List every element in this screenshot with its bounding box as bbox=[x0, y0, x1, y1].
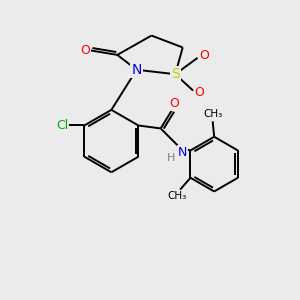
Text: O: O bbox=[195, 85, 205, 98]
Text: CH₃: CH₃ bbox=[167, 191, 187, 201]
Text: CH₃: CH₃ bbox=[203, 109, 222, 119]
Text: S: S bbox=[171, 67, 180, 81]
Text: Cl: Cl bbox=[56, 119, 68, 132]
Text: N: N bbox=[131, 63, 142, 77]
Text: O: O bbox=[80, 44, 90, 57]
Text: O: O bbox=[199, 49, 209, 62]
Text: O: O bbox=[169, 97, 179, 110]
Text: N: N bbox=[178, 146, 187, 159]
Text: H: H bbox=[167, 153, 175, 163]
